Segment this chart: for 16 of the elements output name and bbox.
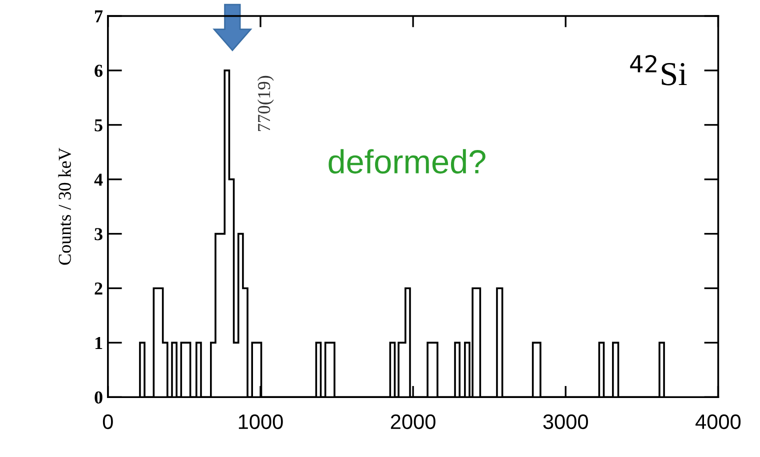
y-axis-title: Counts / 30 keV [58, 148, 72, 265]
y-tick-label: 5 [94, 119, 102, 132]
x-tick-label: 3000 [543, 414, 588, 430]
y-tick-label: 6 [94, 64, 103, 77]
y-tick-label: 7 [95, 10, 103, 22]
y-tick-label: 3 [94, 228, 102, 240]
x-tick-label: 4000 [696, 414, 741, 430]
x-tick-label: 2000 [390, 414, 436, 430]
y-tick-label: 1 [95, 337, 102, 349]
annotation: 770(19) [257, 76, 274, 132]
annotation: $^{42}$Si [630, 54, 687, 86]
x-tick-label: 1000 [238, 414, 283, 430]
y-tick-label: 4 [94, 174, 103, 186]
annotation: deformed? [328, 149, 486, 174]
y-tick-label: 0 [94, 391, 102, 404]
y-tick-label: 2 [94, 282, 102, 294]
